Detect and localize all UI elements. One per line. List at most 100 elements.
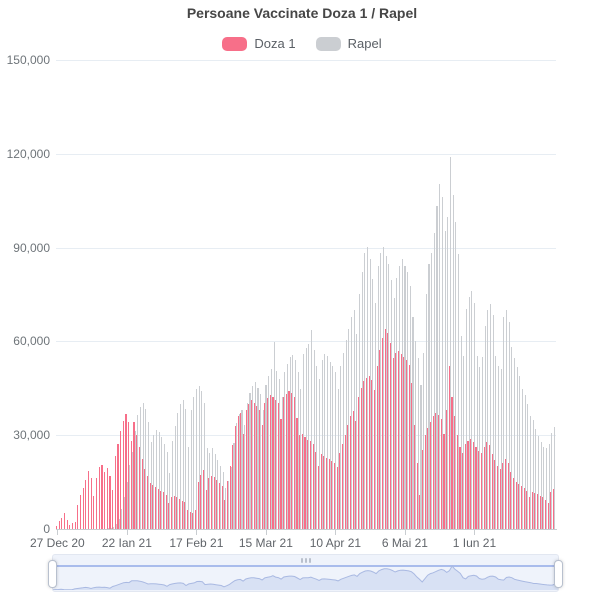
bar-rapel[interactable] — [118, 519, 120, 529]
bar-rapel[interactable] — [171, 440, 174, 529]
bar-doza1[interactable] — [112, 489, 114, 529]
bar-rapel[interactable] — [300, 388, 302, 529]
bar-group[interactable] — [194, 60, 198, 529]
bar-group[interactable] — [470, 60, 473, 529]
bar-group[interactable] — [349, 60, 353, 529]
bar-doza1[interactable] — [467, 440, 469, 529]
bar-group[interactable] — [283, 60, 286, 529]
bar-doza1[interactable] — [240, 413, 242, 529]
bar-rapel[interactable] — [481, 356, 483, 529]
bar-rapel[interactable] — [476, 355, 478, 529]
bar-rapel[interactable] — [377, 265, 379, 529]
bar-group[interactable] — [138, 60, 142, 529]
bar-doza1[interactable] — [440, 418, 442, 529]
bar-group[interactable] — [165, 60, 169, 529]
bar-group[interactable] — [245, 60, 249, 529]
bar-doza1[interactable] — [192, 513, 194, 529]
bar-rapel[interactable] — [457, 253, 459, 529]
bar-group[interactable] — [170, 60, 174, 529]
bar-rapel[interactable] — [214, 454, 216, 529]
bar-group[interactable] — [363, 60, 366, 529]
bar-rapel[interactable] — [455, 221, 457, 529]
bar-doza1[interactable] — [205, 490, 207, 529]
bar-doza1[interactable] — [90, 477, 92, 529]
bar-rapel[interactable] — [169, 473, 171, 529]
bar-doza1[interactable] — [483, 447, 485, 529]
bar-group[interactable] — [424, 60, 428, 529]
bar-doza1[interactable] — [502, 463, 504, 529]
bar-group[interactable] — [98, 60, 102, 529]
bar-rapel[interactable] — [254, 381, 256, 529]
bar-group[interactable] — [352, 60, 356, 529]
bar-group[interactable] — [475, 60, 478, 529]
bar-doza1[interactable] — [243, 433, 245, 529]
bar-rapel[interactable] — [503, 317, 505, 529]
bar-doza1[interactable] — [312, 444, 314, 529]
bar-group[interactable] — [74, 60, 78, 529]
bar-doza1[interactable] — [480, 453, 482, 529]
bar-group[interactable] — [454, 60, 457, 529]
bar-rapel[interactable] — [273, 342, 275, 529]
bar-doza1[interactable] — [432, 415, 434, 529]
bar-doza1[interactable] — [317, 465, 319, 529]
bar-doza1[interactable] — [157, 489, 159, 529]
bar-doza1[interactable] — [184, 502, 186, 529]
bar-doza1[interactable] — [333, 463, 335, 529]
bar-rapel[interactable] — [334, 372, 337, 529]
bar-rapel[interactable] — [372, 278, 374, 529]
bar-rapel[interactable] — [236, 423, 238, 529]
bar-group[interactable] — [77, 60, 80, 529]
bar-rapel[interactable] — [110, 527, 112, 529]
bar-doza1[interactable] — [478, 450, 480, 529]
bar-doza1[interactable] — [216, 480, 218, 529]
bar-doza1[interactable] — [400, 354, 402, 529]
bar-rapel[interactable] — [540, 442, 542, 529]
bar-group[interactable] — [539, 60, 543, 529]
bar-doza1[interactable] — [470, 439, 472, 529]
bar-rapel[interactable] — [190, 409, 192, 529]
bar-doza1[interactable] — [328, 459, 330, 529]
bar-rapel[interactable] — [505, 309, 508, 529]
bar-doza1[interactable] — [472, 441, 474, 529]
bar-group[interactable] — [480, 60, 484, 529]
bar-rapel[interactable] — [329, 362, 331, 529]
bar-doza1[interactable] — [200, 474, 202, 529]
bar-rapel[interactable] — [126, 481, 128, 529]
bar-doza1[interactable] — [235, 426, 237, 529]
bar-group[interactable] — [341, 60, 345, 529]
bar-doza1[interactable] — [154, 487, 156, 529]
bar-doza1[interactable] — [488, 444, 490, 529]
bar-doza1[interactable] — [208, 478, 210, 529]
bar-rapel[interactable] — [473, 302, 475, 529]
bar-doza1[interactable] — [197, 482, 199, 529]
bar-rapel[interactable] — [220, 465, 222, 529]
bar-doza1[interactable] — [435, 413, 437, 529]
bar-group[interactable] — [122, 60, 126, 529]
bar-rapel[interactable] — [139, 406, 141, 529]
bar-group[interactable] — [296, 60, 299, 529]
bar-doza1[interactable] — [125, 413, 127, 529]
bar-group[interactable] — [141, 60, 145, 529]
bar-doza1[interactable] — [331, 461, 333, 529]
bar-rapel[interactable] — [433, 232, 435, 529]
bar-doza1[interactable] — [336, 467, 338, 529]
bar-doza1[interactable] — [475, 446, 477, 529]
bar-rapel[interactable] — [399, 266, 401, 529]
bar-group[interactable] — [114, 60, 118, 529]
bar-doza1[interactable] — [104, 471, 106, 529]
bar-doza1[interactable] — [248, 403, 250, 529]
bar-group[interactable] — [251, 60, 254, 529]
bar-rapel[interactable] — [431, 252, 433, 529]
bar-rapel[interactable] — [342, 353, 345, 529]
bar-doza1[interactable] — [251, 399, 253, 529]
bar-rapel[interactable] — [495, 356, 497, 529]
bar-doza1[interactable] — [315, 451, 317, 529]
bar-rapel[interactable] — [497, 365, 500, 529]
bar-group[interactable] — [355, 60, 358, 529]
bar-group[interactable] — [317, 60, 321, 529]
bar-group[interactable] — [331, 60, 334, 529]
bar-doza1[interactable] — [267, 398, 269, 529]
bar-rapel[interactable] — [262, 409, 264, 529]
bar-rapel[interactable] — [484, 326, 486, 529]
bar-group[interactable] — [323, 60, 326, 529]
